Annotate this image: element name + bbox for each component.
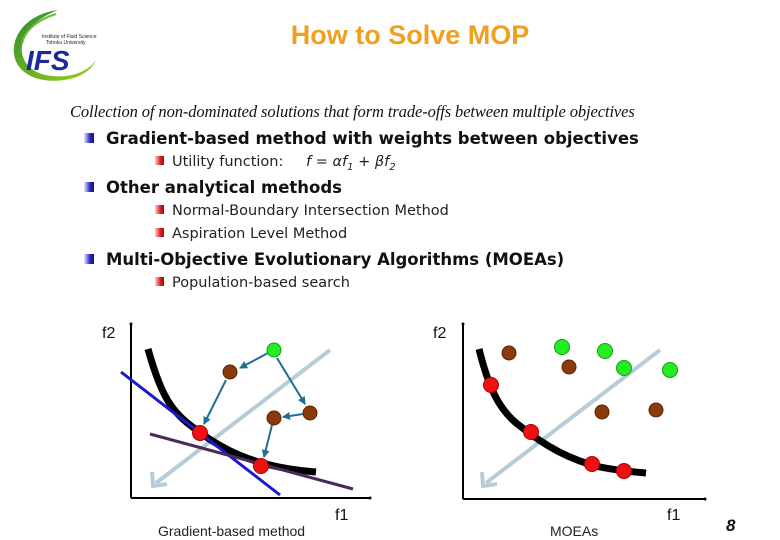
bullet-square-icon [155,156,164,165]
left-caption: Gradient-based method [158,523,306,539]
left-xlabel: f1 [335,507,349,524]
population-point [501,345,517,361]
population-point [597,343,613,359]
population-point [662,362,678,378]
pareto-point [483,377,499,393]
population-point [554,339,570,355]
sub-bullet-nbi: Normal-Boundary Intersection Method [155,203,449,219]
population-point [594,404,610,420]
population-point [561,359,577,375]
arrowhead-icon [150,471,168,489]
bullet-square-icon [155,205,164,214]
direction-arrow [154,348,332,485]
page-title: How to Solve MOP [290,20,530,50]
intermediate-point [266,410,282,426]
intermediate-point [302,405,318,421]
subtitle: Collection of non-dominated solutions th… [70,102,635,121]
moea-diagram [461,322,707,501]
bullet-square-icon [84,254,94,264]
page-number: 8 [726,516,736,535]
ifs-logo: Institute of Fluid Science Tohoku Univer… [8,6,108,86]
pareto-point [616,463,632,479]
pareto-point [523,424,539,440]
svg-text:Tohoku University: Tohoku University [46,40,86,46]
svg-text:IFS: IFS [26,45,70,76]
bullet-square-icon [84,182,94,192]
direction-arrow [484,348,662,485]
sub-bullet-aspiration: Aspiration Level Method [155,226,347,242]
bullet-analytical-methods: Other analytical methods [84,178,342,197]
bullet-square-icon [155,228,164,237]
svg-text:Institute of Fluid Science: Institute of Fluid Science [42,34,97,40]
intermediate-point [222,364,238,380]
initial-point [266,342,282,358]
sub-bullet-population: Population-based search [155,275,350,291]
right-xlabel: f1 [667,507,681,524]
arrowhead-icon [480,471,498,489]
left-ylabel: f2 [102,325,116,342]
utility-formula: f = αf1 + βf2 [306,154,396,173]
gradient-diagram [120,322,372,500]
bullet-gradient-method: Gradient-based method with weights betwe… [84,129,639,148]
right-caption: MOEAs [550,523,599,539]
pareto-front-curve [144,348,317,476]
sub-bullet-utility-function: Utility function: f = αf1 + βf2 [155,154,396,173]
optimal-point [192,425,208,441]
bullet-square-icon [84,133,94,143]
population-point [616,360,632,376]
population-point [648,402,664,418]
ifs-logo-icon: Institute of Fluid Science Tohoku Univer… [13,10,97,81]
right-ylabel: f2 [433,325,447,342]
optimal-point [253,458,269,474]
bullet-moeas: Multi-Objective Evolutionary Algorithms … [84,250,564,269]
weight-line-2 [149,432,354,491]
pareto-point [584,456,600,472]
bullet-square-icon [155,277,164,286]
